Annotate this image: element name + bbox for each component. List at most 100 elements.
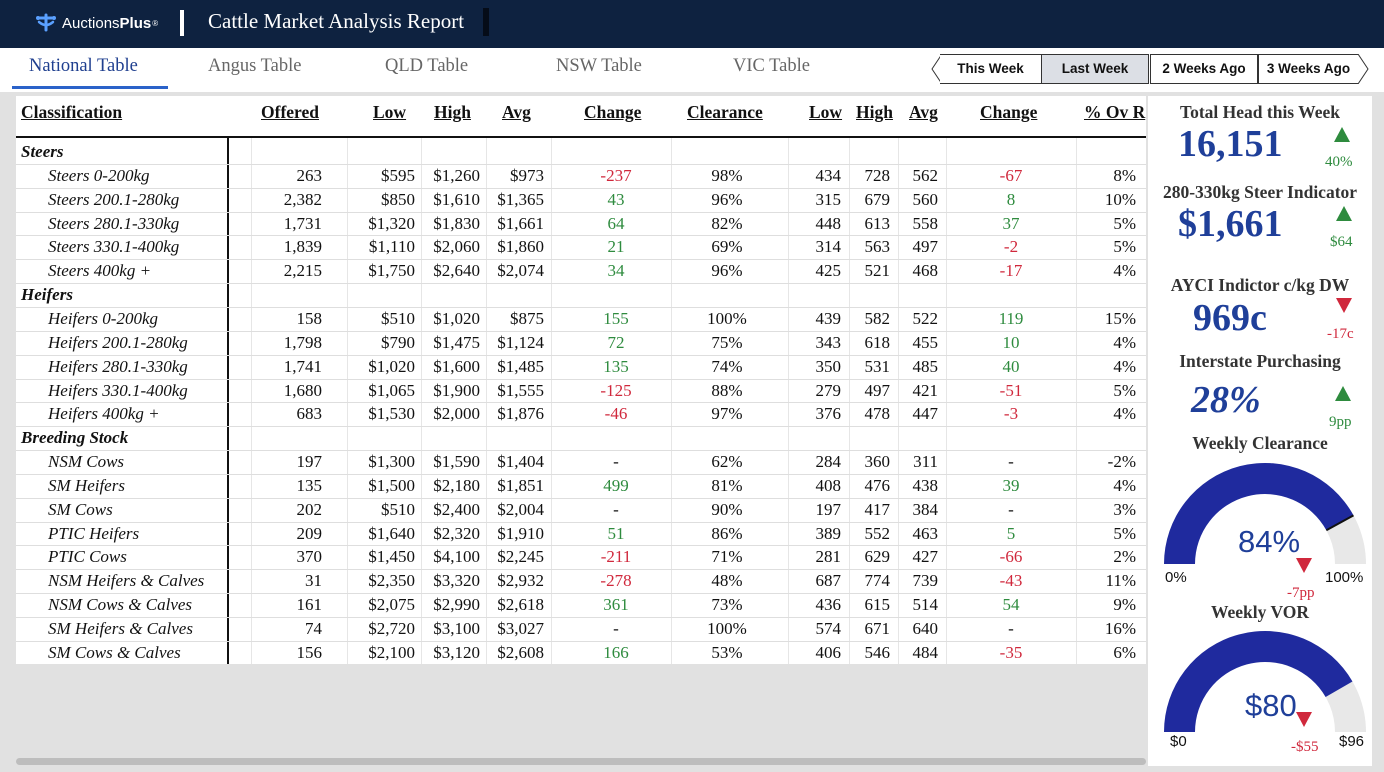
row-classification[interactable]: Heifers 330.1-400kg <box>48 380 188 400</box>
cell-over-reserve: -2% <box>1107 452 1136 472</box>
auctionsplus-logo[interactable]: Auctions Plus ® <box>34 10 158 36</box>
row-divider <box>16 521 1146 523</box>
col-header-low-ckg[interactable]: Low <box>809 102 843 122</box>
cell-high: $2,060 <box>433 237 480 257</box>
cell-high: $1,475 <box>433 332 480 352</box>
cell-low: $1,110 <box>368 237 415 257</box>
cell-low-ckg: 687 <box>815 571 842 591</box>
cell-clearance: 96% <box>711 189 743 209</box>
last-week-button[interactable]: Last Week <box>1041 54 1149 84</box>
tab-qld-table[interactable]: QLD Table <box>385 56 469 76</box>
tab-angus-table[interactable]: Angus Table <box>208 56 302 76</box>
tab-national-table[interactable]: National Table <box>29 56 138 76</box>
row-classification[interactable]: SM Cows <box>48 499 113 519</box>
row-classification[interactable]: Steers 200.1-280kg <box>48 189 180 209</box>
row-classification[interactable]: Steers 400kg + <box>48 261 152 281</box>
cell-avg: $1,404 <box>497 452 544 472</box>
row-classification[interactable]: PTIC Heifers <box>48 523 140 543</box>
cell-low: $1,320 <box>368 213 415 233</box>
row-divider <box>16 378 1146 380</box>
cell-low-ckg: 376 <box>815 404 842 424</box>
steer-indicator-delta: $64 <box>1330 234 1353 250</box>
cell-high: $3,120 <box>433 642 480 662</box>
cell-avg: $2,004 <box>497 499 544 519</box>
cell-change: 21 <box>607 237 625 257</box>
col-header-high-ckg[interactable]: High <box>856 102 893 122</box>
cell-offered: 202 <box>296 499 323 519</box>
col-header-offered[interactable]: Offered <box>261 102 319 122</box>
row-classification[interactable]: Steers 0-200kg <box>48 165 150 185</box>
this-week-button[interactable]: This Week <box>940 54 1042 84</box>
row-classification[interactable]: Heifers 200.1-280kg <box>48 332 188 352</box>
cell-avg-ckg: 484 <box>912 642 939 662</box>
row-divider <box>16 569 1146 571</box>
cell-avg-ckg: 485 <box>912 356 939 376</box>
cell-clearance: 71% <box>711 547 743 567</box>
col-header-avg-ckg[interactable]: Avg <box>909 102 938 122</box>
cell-low: $510 <box>381 308 415 328</box>
cell-avg-ckg: 739 <box>912 571 939 591</box>
cell-clearance: 88% <box>711 380 743 400</box>
tab-nsw-table[interactable]: NSW Table <box>556 56 642 76</box>
two-weeks-ago-button[interactable]: 2 Weeks Ago <box>1150 54 1258 84</box>
three-weeks-ago-button[interactable]: 3 Weeks Ago <box>1258 54 1358 84</box>
row-divider <box>16 211 1146 213</box>
group-heading: Breeding Stock <box>21 428 129 448</box>
col-header-over-reserve[interactable]: % Ov R <box>1084 102 1146 122</box>
cell-over-reserve: 4% <box>1113 332 1136 352</box>
row-classification[interactable]: Steers 330.1-400kg <box>48 237 180 257</box>
col-header-high[interactable]: High <box>434 102 471 122</box>
chevron-right-icon[interactable] <box>1357 54 1369 84</box>
cell-low-ckg: 434 <box>815 165 842 185</box>
cell-offered: 197 <box>296 452 323 472</box>
cell-low: $790 <box>381 332 415 352</box>
row-divider <box>16 545 1146 547</box>
ayci-title: AYCI Indictor c/kg DW <box>1170 275 1350 295</box>
horizontal-scrollbar[interactable] <box>16 758 1146 765</box>
interstate-value: 28% <box>1191 379 1261 421</box>
col-header-avg[interactable]: Avg <box>502 102 531 122</box>
cell-high: $2,320 <box>433 523 480 543</box>
cell-over-reserve: 8% <box>1113 165 1136 185</box>
cell-low: $1,065 <box>368 380 415 400</box>
cell-change: 34 <box>607 261 625 281</box>
chevron-left-icon[interactable] <box>931 54 943 84</box>
cell-offered: 158 <box>296 308 323 328</box>
cell-over-reserve: 15% <box>1104 308 1136 328</box>
cell-low-ckg: 448 <box>815 213 842 233</box>
cell-clearance: 86% <box>711 523 743 543</box>
cell-change: -125 <box>600 380 632 400</box>
tab-vic-table[interactable]: VIC Table <box>733 56 810 76</box>
col-header-classification[interactable]: Classification <box>21 102 123 122</box>
cell-avg-ckg: 562 <box>912 165 939 185</box>
row-classification[interactable]: Heifers 400kg + <box>48 404 160 424</box>
cell-change-ckg: 8 <box>1006 189 1016 209</box>
cell-change: 499 <box>603 475 629 495</box>
cell-high-ckg: 671 <box>864 619 891 638</box>
col-header-low[interactable]: Low <box>373 102 407 122</box>
cell-offered: 1,731 <box>283 213 322 233</box>
cell-low: $1,300 <box>368 452 415 472</box>
row-classification[interactable]: PTIC Cows <box>48 547 127 567</box>
row-classification[interactable]: NSM Cows & Calves <box>48 595 193 615</box>
row-classification[interactable]: Heifers 0-200kg <box>48 308 159 328</box>
col-header-clearance[interactable]: Clearance <box>687 102 763 122</box>
ayci-value: 969c <box>1193 297 1267 339</box>
row-classification[interactable]: SM Heifers <box>48 475 125 495</box>
cell-high-ckg: 476 <box>864 475 891 495</box>
cell-high: $2,640 <box>433 261 480 281</box>
cell-over-reserve: 5% <box>1113 523 1136 543</box>
cell-avg-ckg: 640 <box>912 619 939 638</box>
row-classification[interactable]: SM Cows & Calves <box>48 642 181 662</box>
row-classification[interactable]: NSM Heifers & Calves <box>48 571 205 591</box>
row-classification[interactable]: SM Heifers & Calves <box>48 619 193 638</box>
cell-high: $2,400 <box>433 499 480 519</box>
row-classification[interactable]: Heifers 280.1-330kg <box>48 356 188 376</box>
col-header-change-ckg[interactable]: Change <box>980 102 1038 122</box>
col-header-change[interactable]: Change <box>584 102 642 122</box>
row-classification[interactable]: Steers 280.1-330kg <box>48 213 180 233</box>
row-classification[interactable]: NSM Cows <box>48 452 125 472</box>
weekly-clearance-value: 84% <box>1238 524 1301 559</box>
cell-low-ckg: 315 <box>815 189 842 209</box>
cell-high: $1,900 <box>433 380 480 400</box>
